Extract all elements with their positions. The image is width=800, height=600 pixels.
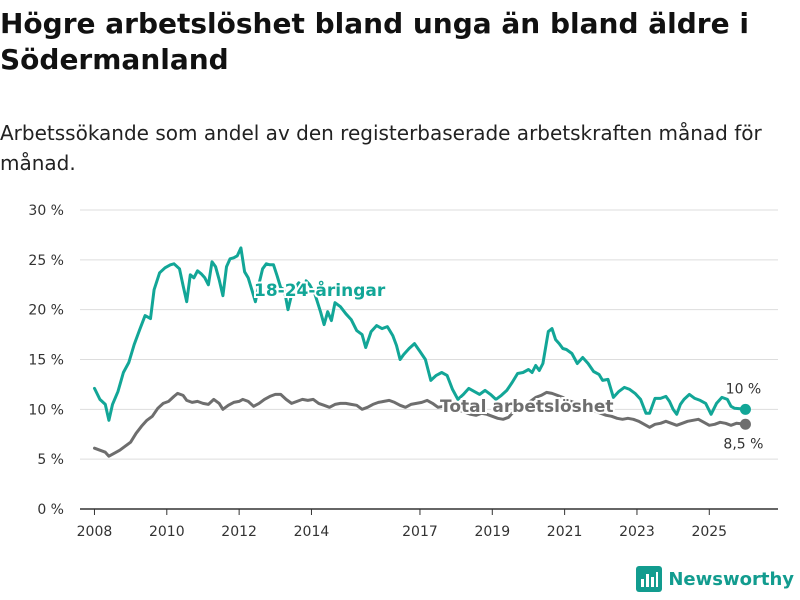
x-tick-label: 2014: [294, 524, 330, 540]
y-tick-label: 25 %: [28, 253, 64, 269]
youth-end-value-label: 10 %: [726, 381, 762, 397]
series-labels: 18-24-åringar Total arbetslöshet 10 % 8,5 %: [252, 277, 763, 452]
total-end-value-label: 8,5 %: [723, 436, 763, 452]
x-tick-label: 2010: [149, 524, 185, 540]
y-tick-label: 15 %: [28, 353, 64, 369]
x-tick-label: 2017: [402, 524, 438, 540]
chart-subtitle: Arbetssökande som andel av den registerb…: [0, 121, 762, 175]
y-tick-label: 10 %: [28, 402, 64, 418]
total-series-label: Total arbetslöshet: [440, 397, 614, 417]
series-lines: [93, 246, 751, 458]
y-axis-ticks: 0 % 5 % 10 % 15 % 20 % 25 % 30 %: [28, 203, 64, 518]
y-tick-label: 20 %: [28, 303, 64, 319]
x-tick-label: 2025: [691, 524, 727, 540]
x-tick-label: 2012: [221, 524, 257, 540]
x-tick-label: 2008: [77, 524, 113, 540]
youth-series-label: 18-24-åringar: [254, 279, 386, 301]
x-tick-label: 2021: [547, 524, 583, 540]
y-tick-label: 0 %: [37, 502, 64, 518]
total-end-point: [739, 418, 751, 430]
total-series-line: [93, 390, 747, 458]
x-axis-ticks: 2008 2010 2012 2014 2017 2019 2021 2023 2025: [77, 509, 727, 540]
x-tick-label: 2019: [474, 524, 510, 540]
bar-chart-logo-icon: [636, 566, 663, 592]
youth-series-line: [93, 246, 747, 422]
y-tick-label: 5 %: [37, 452, 64, 468]
y-tick-label: 30 %: [28, 203, 64, 219]
brand-name: Newsworthy: [668, 568, 794, 590]
chart-title: Högre arbetslöshet bland unga än bland ä…: [0, 7, 749, 76]
x-tick-label: 2023: [619, 524, 655, 540]
youth-end-point: [739, 403, 751, 415]
gridlines: [80, 209, 778, 510]
newsworthy-logo[interactable]: Newsworthy: [636, 566, 794, 592]
